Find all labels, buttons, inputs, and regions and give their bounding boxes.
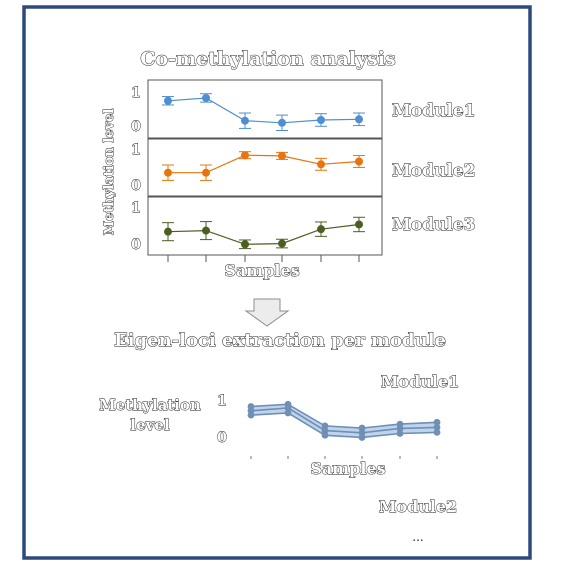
ellipsis-text: ... <box>412 530 423 544</box>
down-arrow-icon <box>244 298 290 327</box>
module1-data-point <box>202 93 210 102</box>
module3-data-point <box>317 225 325 234</box>
eigen-line-1 <box>250 403 438 429</box>
module3-data-point <box>202 226 210 235</box>
eigen-data-point <box>396 425 404 432</box>
module1-y-tick-0: 0 <box>131 119 141 135</box>
module2-data-point <box>164 168 172 177</box>
eigen-data-point <box>321 422 329 430</box>
top-x-axis-label: Samples <box>224 261 299 280</box>
bottom-x-ticks <box>250 456 438 459</box>
eigen-data-point <box>433 418 441 426</box>
top-chart-marks <box>162 93 365 250</box>
module2-panel <box>147 138 383 197</box>
module3-label: Module3 <box>392 215 476 235</box>
eigen-chart-marks <box>247 400 441 441</box>
eigen-data-point <box>433 423 441 431</box>
module3-data-point <box>164 227 172 236</box>
module1-data-point <box>278 118 286 127</box>
bottom-x-axis-label: Samples <box>310 459 385 478</box>
eigen-data-point <box>247 411 255 419</box>
eigen-line-3 <box>250 412 438 439</box>
module1-data-point <box>164 96 172 105</box>
eigen-data-point <box>433 429 441 436</box>
module1-data-point <box>241 116 249 125</box>
eigen-data-point <box>321 431 329 439</box>
eigen-data-point <box>358 434 366 441</box>
module2-data-point <box>278 151 286 160</box>
eigen-data-point <box>284 404 292 412</box>
top-title: Co-methylation analysis <box>140 48 395 70</box>
bottom-y-tick-1: 1 <box>217 393 227 409</box>
module3-data-point <box>278 239 286 248</box>
module3-series-line <box>167 223 360 245</box>
bottom-y-axis-label-line1: Methylation <box>99 396 201 414</box>
eigen-data-point <box>396 430 404 437</box>
eigen-line-2 <box>250 407 438 434</box>
module1-data-point <box>355 115 363 124</box>
module1-label: Module1 <box>392 101 476 121</box>
module2-data-point <box>202 168 210 177</box>
eigen-data-point <box>358 424 366 432</box>
bottom-title: Eigen-loci extraction per module <box>114 330 446 351</box>
module3-y-tick-0: 0 <box>131 237 141 253</box>
top-x-ticks <box>167 255 360 262</box>
eigen-data-point <box>321 427 329 434</box>
module2-label: Module2 <box>392 161 476 181</box>
module2-data-point <box>241 151 249 160</box>
module1-series-line <box>167 97 360 124</box>
eigen-data-point <box>358 429 366 437</box>
bottom-module2-label: Module2 <box>379 497 458 516</box>
module2-data-point <box>355 157 363 166</box>
bottom-module1-label: Module1 <box>381 372 460 391</box>
module1-data-point <box>317 116 325 124</box>
eigen-data-point <box>284 409 292 417</box>
figure-frame <box>22 5 532 560</box>
module2-series-line <box>168 154 360 174</box>
module3-y-tick-1: 1 <box>131 200 141 216</box>
module2-y-tick-0: 0 <box>131 178 141 194</box>
module2-y-tick-1: 1 <box>131 142 141 158</box>
module2-data-point <box>317 160 325 169</box>
module3-data-point <box>241 240 249 249</box>
module1-panel <box>147 79 383 139</box>
module1-y-tick-1: 1 <box>131 85 141 101</box>
top-y-axis-label: Methylation level <box>102 109 117 236</box>
bottom-y-tick-0: 0 <box>217 430 227 446</box>
bottom-y-axis-label-line2: level <box>130 416 170 434</box>
module3-data-point <box>355 220 363 229</box>
